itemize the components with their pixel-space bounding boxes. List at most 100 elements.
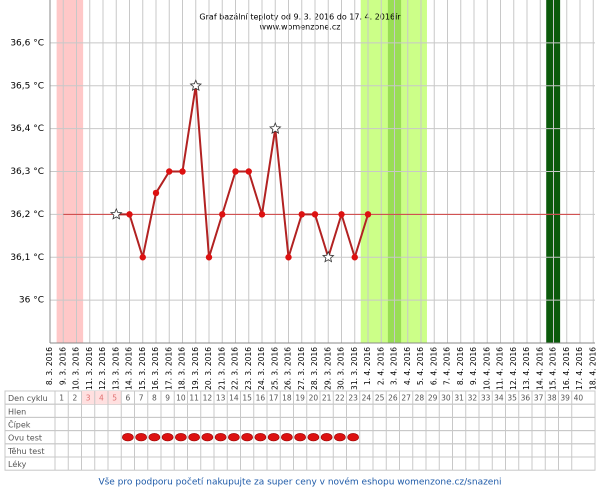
- temperature-point: [298, 211, 305, 218]
- x-tick-label: 11. 4. 2016: [496, 347, 505, 390]
- ovu-test-icon: [122, 433, 134, 442]
- day-number: 6: [125, 394, 130, 403]
- x-tick-label: 26. 3. 2016: [284, 347, 293, 390]
- ovu-test-icon: [148, 433, 161, 442]
- x-tick-label: 1. 4. 2016: [363, 347, 372, 385]
- ovu-test-icon: [188, 433, 200, 442]
- x-tick-label: 11. 3. 2016: [85, 347, 94, 390]
- ovu-test-icon: [254, 433, 267, 442]
- x-tick-label: 16. 4. 2016: [562, 347, 571, 390]
- day-number: 1: [59, 394, 64, 403]
- footer-link[interactable]: Vše pro podporu početí nakupujte za supe…: [98, 477, 501, 488]
- day-number: 29: [428, 394, 438, 403]
- highlight-cell: [108, 391, 122, 405]
- day-number: 12: [203, 394, 213, 403]
- ovu-test-icon: [228, 433, 240, 442]
- day-number: 20: [309, 394, 319, 403]
- table-row: [4, 443, 596, 458]
- x-tick-label: 10. 4. 2016: [482, 347, 491, 390]
- x-tick-label: 28. 3. 2016: [310, 347, 319, 390]
- temperature-point: [126, 211, 133, 218]
- ovu-test-icon: [175, 433, 187, 442]
- x-tick-label: 30. 3. 2016: [337, 347, 346, 390]
- ovu-test-icon: [307, 433, 320, 442]
- row-label: Den cyklu: [8, 394, 48, 403]
- x-tick-label: 20. 3. 2016: [204, 347, 213, 390]
- x-tick-label: 17. 3. 2016: [164, 347, 173, 390]
- highlight-cell: [81, 391, 95, 405]
- day-number: 35: [507, 394, 517, 403]
- temperature-point: [258, 211, 266, 218]
- x-tick-label: 10. 3. 2016: [72, 347, 81, 390]
- x-tick-label: 5. 4. 2016: [416, 347, 425, 385]
- x-tick-label: 4. 4. 2016: [403, 347, 412, 385]
- ovu-test-icon: [135, 433, 147, 442]
- ovu-test-icon: [294, 433, 306, 442]
- temperature-point: [179, 168, 186, 175]
- x-tick-label: 16. 3. 2016: [151, 347, 160, 390]
- day-number: 5: [112, 394, 117, 403]
- row-label: Léky: [8, 459, 27, 469]
- y-tick-label: 36,1 °C: [10, 253, 44, 263]
- day-number: 28: [415, 394, 425, 403]
- x-tick-label: 14. 4. 2016: [535, 347, 544, 390]
- day-number: 31: [454, 394, 464, 403]
- x-tick-label: 8. 3. 2016: [45, 347, 54, 385]
- day-number: 27: [401, 394, 411, 403]
- x-tick-label: 13. 4. 2016: [522, 347, 531, 390]
- day-number: 26: [388, 394, 398, 403]
- temperature-point: [338, 211, 345, 218]
- ovu-test-icon: [334, 433, 346, 442]
- day-number: 18: [282, 394, 292, 403]
- ovu-test-icon: [281, 433, 293, 442]
- day-number: 32: [468, 394, 478, 403]
- x-tick-label: 12. 4. 2016: [509, 347, 518, 390]
- temperature-line: [116, 85, 369, 261]
- x-tick-label: 25. 3. 2016: [270, 347, 279, 390]
- x-tick-label: 9. 4. 2016: [469, 347, 478, 385]
- day-number: 38: [547, 394, 557, 403]
- temperature-point: [166, 168, 173, 175]
- day-number: 9: [165, 394, 170, 403]
- x-tick-label: 21. 3. 2016: [217, 347, 226, 390]
- x-tick-label: 14. 3. 2016: [125, 347, 134, 390]
- temperature-point: [205, 254, 213, 261]
- temperature-point: [219, 211, 226, 218]
- temperature-point: [364, 211, 372, 218]
- table-row: [4, 456, 596, 471]
- day-number: 34: [494, 394, 504, 403]
- x-tick-label: 22. 3. 2016: [231, 347, 240, 390]
- day-number: 22: [335, 394, 345, 403]
- y-tick-label: 36,4 °C: [10, 124, 44, 134]
- x-tick-label: 19. 3. 2016: [191, 347, 200, 390]
- x-tick-label: 15. 3. 2016: [138, 347, 147, 390]
- day-number: 11: [189, 394, 199, 403]
- day-number: 8: [152, 394, 157, 403]
- y-tick-label: 36,3 °C: [10, 167, 44, 177]
- temperature-point: [152, 189, 160, 197]
- day-number: 3: [86, 394, 91, 403]
- x-tick-label: 18. 3. 2016: [178, 347, 187, 390]
- x-tick-label: 15. 4. 2016: [549, 347, 558, 390]
- day-number: 4: [99, 394, 104, 403]
- x-tick-label: 12. 3. 2016: [98, 347, 107, 390]
- x-tick-label: 17. 4. 2016: [575, 347, 584, 390]
- x-tick-label: 31. 3. 2016: [350, 347, 359, 390]
- star-point: [322, 250, 335, 263]
- temperature-point: [285, 254, 292, 261]
- day-number: 19: [295, 394, 305, 403]
- day-number: 39: [560, 394, 570, 403]
- day-number: 24: [362, 394, 372, 403]
- table-row: [4, 416, 596, 432]
- day-number: 30: [441, 394, 451, 403]
- star-point: [189, 79, 202, 92]
- ovu-test-icon: [267, 433, 280, 442]
- day-number: 14: [229, 394, 239, 403]
- day-number: 7: [139, 394, 144, 403]
- y-tick-label: 36,2 °C: [10, 210, 44, 220]
- day-number: 10: [176, 394, 186, 403]
- x-tick-label: 7. 4. 2016: [443, 347, 452, 385]
- row-label: Ovu test: [8, 434, 42, 443]
- day-number: 23: [348, 394, 358, 403]
